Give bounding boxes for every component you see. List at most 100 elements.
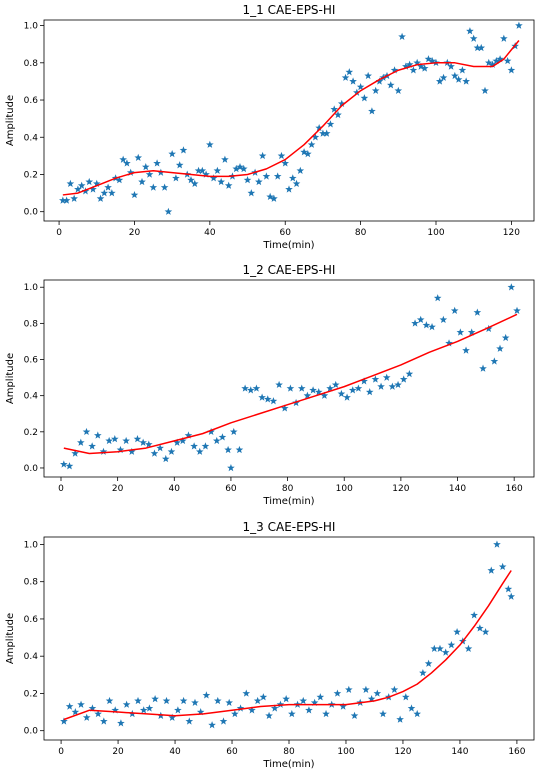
scatter-series — [59, 21, 523, 215]
data-point-star — [479, 364, 487, 372]
data-point-star — [92, 179, 101, 188]
data-point-star — [134, 153, 143, 161]
data-point-star — [96, 194, 105, 202]
x-tick-label: 60 — [280, 228, 292, 238]
data-point-star — [309, 386, 317, 394]
data-point-star — [507, 283, 516, 291]
data-point-star — [149, 183, 158, 191]
data-point-star — [488, 60, 497, 68]
y-tick-label: 0.0 — [24, 208, 39, 218]
data-point-star — [337, 99, 346, 107]
data-point-star — [168, 713, 176, 721]
y-tick-label: 0.6 — [24, 96, 39, 106]
data-point-star — [273, 172, 282, 180]
data-point-star — [280, 404, 289, 412]
x-tick-label: 100 — [337, 747, 354, 757]
data-point-star — [435, 77, 444, 85]
data-point-star — [252, 384, 261, 392]
data-point-star — [265, 711, 273, 720]
data-point-star — [227, 463, 235, 472]
data-point-star — [316, 693, 325, 701]
data-point-star — [416, 315, 425, 323]
data-point-star — [139, 438, 147, 446]
data-point-star — [402, 62, 410, 70]
data-point-star — [164, 207, 173, 215]
data-point-star — [473, 308, 482, 316]
data-point-star — [282, 695, 290, 703]
x-tick-label: 40 — [204, 228, 216, 238]
data-point-star — [311, 133, 320, 141]
data-point-star — [236, 163, 244, 171]
data-point-star — [375, 77, 384, 85]
data-point-star — [207, 427, 215, 436]
data-point-star — [464, 644, 473, 652]
y-tick-label: 0.2 — [24, 428, 38, 438]
data-point-star — [339, 702, 347, 710]
data-point-star — [242, 689, 251, 697]
data-point-star — [371, 86, 380, 94]
data-point-star — [348, 386, 357, 394]
data-point-star — [111, 435, 119, 443]
x-axis-label: Time(min) — [262, 496, 314, 507]
y-tick-label: 0.2 — [24, 170, 38, 180]
data-point-star — [354, 384, 363, 392]
data-point-star — [484, 324, 493, 333]
x-axis-label: Time(min) — [262, 759, 314, 770]
data-point-star — [507, 66, 516, 74]
data-point-star — [100, 717, 108, 725]
data-point-star — [367, 695, 376, 703]
data-point-star — [314, 388, 323, 396]
data-point-star — [413, 58, 421, 67]
y-tick-label: 0.6 — [24, 356, 39, 366]
y-tick-label: 0.2 — [24, 689, 38, 699]
data-point-star — [173, 438, 181, 446]
data-point-star — [428, 56, 437, 65]
data-point-star — [350, 711, 359, 720]
data-point-star — [388, 382, 397, 390]
data-point-star — [288, 174, 297, 182]
chart-panel-2: 1_2 CAE-EPS-HI 0 20 40 60 80 100 120 140 160 0.0 0.… — [5, 263, 535, 507]
x-tick-label: 100 — [336, 484, 353, 494]
data-point-star — [377, 382, 385, 390]
data-point-star — [88, 442, 96, 450]
data-point-star — [300, 148, 308, 156]
data-point-star — [360, 94, 369, 102]
data-point-star — [365, 388, 374, 396]
y-tick-label: 0.0 — [24, 727, 39, 737]
data-point-star — [484, 58, 493, 67]
data-point-star — [428, 322, 436, 331]
plot-frame — [43, 19, 535, 222]
data-point-star — [337, 389, 346, 398]
data-point-star — [292, 179, 301, 188]
data-point-star — [133, 435, 142, 443]
data-point-star — [247, 189, 256, 197]
data-point-star — [379, 709, 387, 718]
data-point-star — [190, 179, 199, 188]
data-point-star — [184, 431, 193, 439]
data-point-star — [451, 71, 459, 80]
data-point-star — [213, 696, 222, 705]
x-tick-label: 20 — [112, 747, 124, 757]
data-point-star — [219, 717, 228, 725]
data-point-star — [276, 700, 285, 708]
data-point-star — [263, 395, 272, 403]
data-point-star — [70, 194, 78, 202]
data-point-star — [399, 375, 408, 383]
data-point-star — [462, 77, 470, 85]
data-point-star — [341, 73, 350, 81]
data-point-star — [407, 704, 416, 712]
x-tick-label: 0 — [58, 484, 64, 494]
data-point-star — [322, 709, 330, 718]
x-tick-label: 120 — [394, 747, 411, 757]
y-axis-label: Amplitude — [5, 353, 16, 404]
x-tick-label: 20 — [129, 228, 141, 238]
data-point-star — [487, 566, 496, 574]
data-point-star — [108, 189, 116, 197]
data-point-star — [373, 689, 382, 697]
data-point-star — [270, 194, 278, 202]
data-point-star — [343, 393, 351, 401]
y-tick-label: 1.0 — [24, 283, 39, 293]
data-point-star — [122, 700, 131, 708]
data-point-star — [409, 66, 418, 74]
